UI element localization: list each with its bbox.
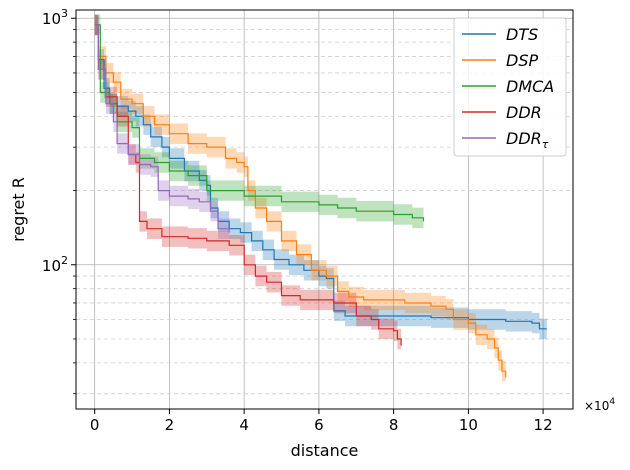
legend-label-dmca: DMCA [506,77,554,96]
y-tick-label: 102 [42,254,68,275]
x-scale-exponent: 4 [609,397,615,407]
legend-label-ddr: DDR [506,103,542,122]
band-ddr-tau [94,14,230,243]
x-axis-scale-factor: ×104 [584,397,615,413]
x-axis-label: distance [291,441,359,460]
line-dts [94,24,547,330]
x-tick-label: 8 [389,416,399,434]
legend-label-ddr-tau: DDRτ [506,129,549,151]
y-tick-label: 103 [42,7,68,28]
x-tick-label: 0 [90,416,100,434]
band-dts [94,14,547,339]
band-dmca [94,14,424,232]
axis-ticks: 0 2 4 6 8 10 12 102 103 [42,7,553,434]
legend-label-dsp: DSP [506,51,538,70]
legend: DTS DSP DMCA DDR DDRτ [453,17,567,157]
x-tick-label: 4 [239,416,249,434]
x-scale-base: ×10 [584,399,609,413]
x-tick-label: 2 [165,416,175,434]
plot-frame [75,9,574,410]
x-tick-label: 10 [459,416,478,434]
legend-box [453,17,567,157]
confidence-bands [94,14,547,388]
x-tick-label: 12 [534,416,553,434]
line-dsp [94,24,507,378]
x-tick-label: 6 [314,416,324,434]
y-axis-label: regret R [9,177,28,242]
band-dsp [94,14,506,388]
line-ddr-tau [94,24,230,233]
band-ddr [94,14,402,356]
legend-label-dts: DTS [506,25,538,44]
series-lines [94,24,547,378]
